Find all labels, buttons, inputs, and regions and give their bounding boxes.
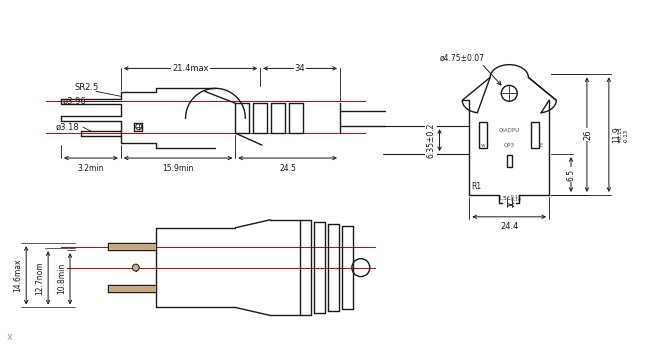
Text: 10.8min: 10.8min: [57, 263, 66, 294]
Bar: [108, 243, 156, 250]
Text: E: E: [539, 142, 542, 148]
Text: 24.4: 24.4: [500, 222, 519, 231]
Text: 24.5: 24.5: [280, 164, 296, 172]
Text: QP3: QP3: [504, 142, 515, 148]
Text: x: x: [6, 332, 12, 342]
Bar: [507, 155, 512, 167]
Text: +0.11
-0.13: +0.11 -0.13: [618, 126, 629, 143]
Text: QIADPU: QIADPU: [499, 128, 520, 133]
Text: 6.35±0.2: 6.35±0.2: [426, 122, 436, 158]
Text: ø3.96: ø3.96: [63, 97, 87, 106]
Circle shape: [133, 264, 139, 271]
Text: w: w: [481, 142, 486, 148]
Text: 34: 34: [295, 64, 306, 73]
Text: ø4.75±0.07: ø4.75±0.07: [439, 54, 484, 63]
Text: 6.5: 6.5: [567, 168, 576, 180]
Text: 1.5$^{+0.15}_{-0.10}$: 1.5$^{+0.15}_{-0.10}$: [497, 193, 522, 204]
Text: 11.9: 11.9: [612, 126, 621, 143]
Text: 12.7nom: 12.7nom: [35, 261, 44, 295]
Text: 26: 26: [583, 129, 592, 140]
Bar: [480, 122, 488, 148]
Text: 21.4max: 21.4max: [172, 64, 209, 73]
Text: ø3.18: ø3.18: [56, 123, 80, 132]
Text: 15.9min: 15.9min: [162, 164, 194, 172]
Text: 14.6max: 14.6max: [13, 259, 22, 292]
Text: 3.2min: 3.2min: [78, 164, 104, 172]
Text: SR2.5: SR2.5: [74, 83, 98, 92]
Bar: [531, 122, 539, 148]
Text: R1: R1: [471, 183, 482, 191]
Bar: [108, 285, 156, 292]
